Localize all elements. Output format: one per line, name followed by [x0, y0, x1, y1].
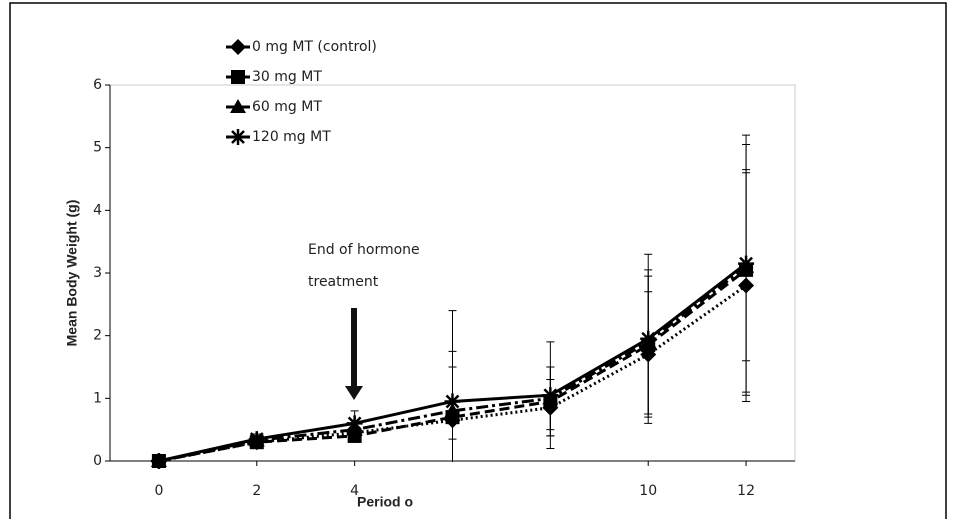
x-tick-label: 12	[737, 483, 755, 499]
marker	[231, 70, 245, 84]
frame	[9, 2, 947, 519]
marker	[542, 387, 559, 404]
marker	[346, 415, 363, 432]
y-tick-label: 2	[93, 328, 102, 344]
legend-label: 60 mg MT	[252, 99, 322, 115]
y-tick-label: 1	[93, 390, 102, 406]
x-tick-label: 0	[154, 483, 163, 499]
marker	[230, 39, 246, 55]
y-tick-label: 6	[93, 77, 102, 93]
legend-label: 120 mg MT	[252, 129, 331, 145]
marker	[738, 255, 755, 272]
x-tick-label: 10	[639, 483, 657, 499]
arrow-head	[345, 386, 363, 400]
marker	[640, 330, 657, 347]
legend-label: 30 mg MT	[252, 69, 322, 85]
marker	[230, 129, 246, 145]
y-tick-label: 0	[93, 453, 102, 469]
marker	[150, 453, 167, 469]
marker	[230, 99, 246, 113]
occlusion	[420, 462, 600, 519]
y-tick-label: 5	[93, 140, 102, 156]
marker	[444, 393, 461, 410]
legend-label: 0 mg MT (control)	[252, 39, 377, 55]
annotation: treatment	[308, 274, 379, 290]
annotation: End of hormone	[308, 242, 420, 258]
y-tick-label: 4	[93, 202, 102, 218]
y-axis-title: Mean Body Weight (g)	[64, 200, 80, 347]
marker	[248, 431, 265, 448]
x-tick-label: 2	[252, 483, 261, 499]
y-tick-label: 3	[93, 265, 102, 281]
x-tick-label: 4	[350, 483, 359, 499]
x-axis-title: Period o	[357, 494, 413, 510]
